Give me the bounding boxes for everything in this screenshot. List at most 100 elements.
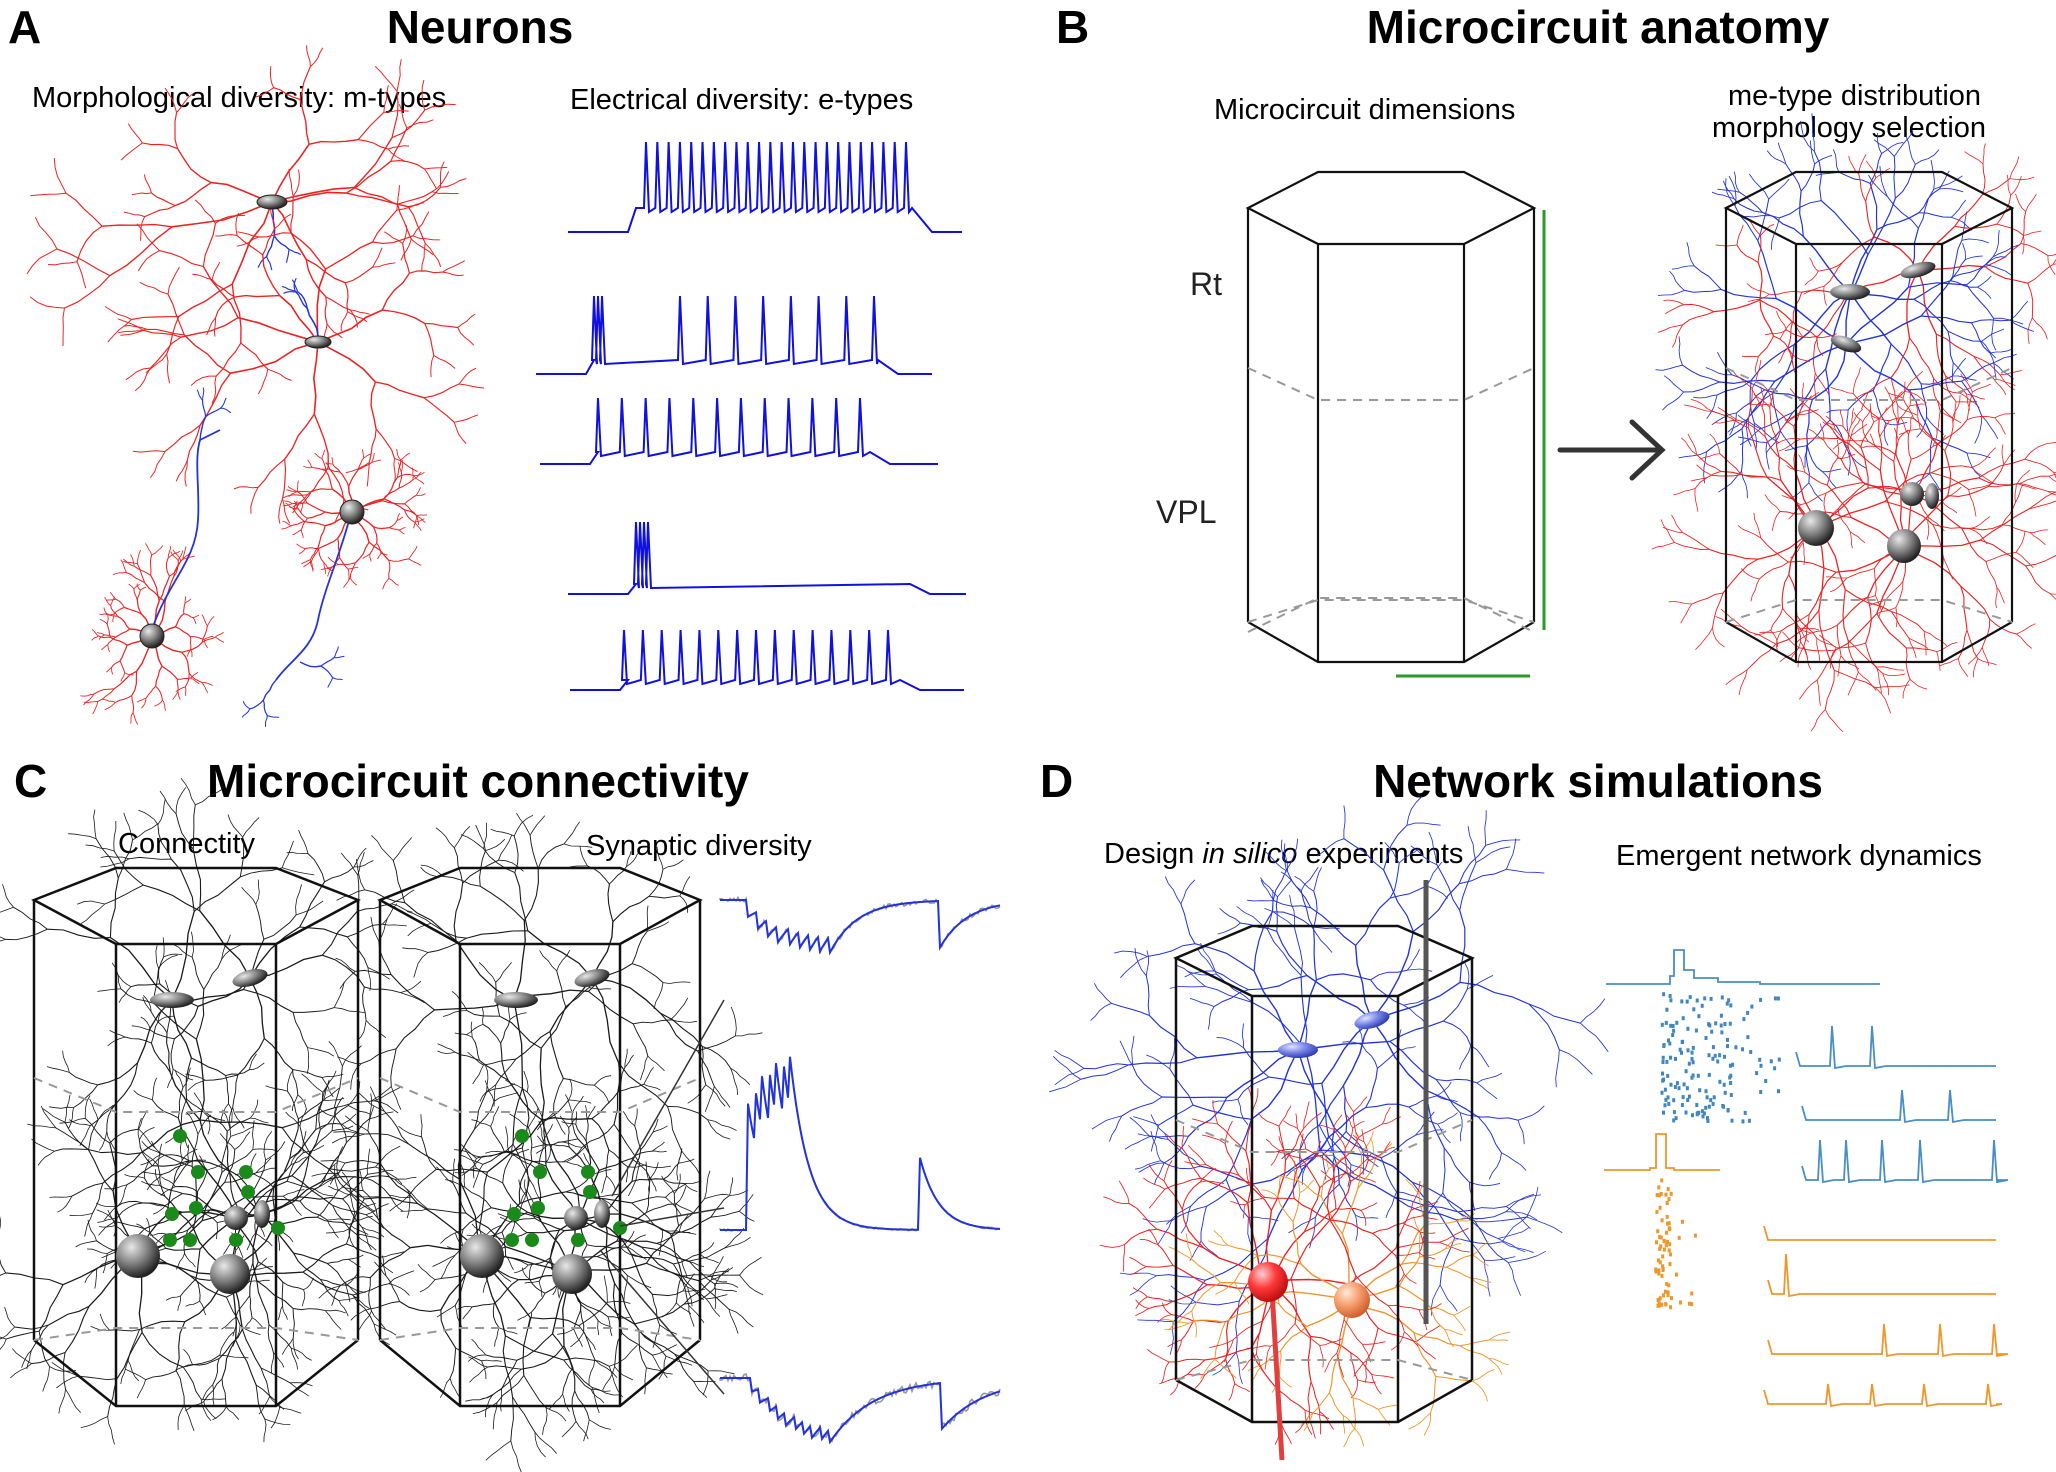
neurite-branch xyxy=(1892,401,1898,424)
neurite-branch xyxy=(684,1183,698,1192)
neurite-branch xyxy=(256,1280,270,1325)
neurite-branch xyxy=(1971,447,1996,468)
neurite-branch xyxy=(1157,1220,1172,1245)
neurite-branch xyxy=(387,148,406,163)
neurite-branch xyxy=(591,1118,610,1151)
raster-spike xyxy=(1663,1087,1667,1092)
neurite-branch xyxy=(1168,1358,1205,1363)
neurite-branch xyxy=(141,1150,159,1166)
neurite-branch xyxy=(486,1119,543,1173)
raster-spike xyxy=(1727,998,1731,1003)
neurite-branch xyxy=(79,903,106,925)
neurite-branch xyxy=(421,1136,437,1170)
raster-spike xyxy=(1693,1233,1697,1238)
neurite-branch xyxy=(1759,561,1789,580)
neurite-branch xyxy=(1991,318,1997,351)
neurite-branch xyxy=(453,422,467,444)
neurite-branch xyxy=(470,1021,473,1038)
neurite-branch xyxy=(687,1287,693,1307)
neurite-branch xyxy=(530,1317,580,1327)
neurite-branch xyxy=(1822,471,1837,489)
neurite-branch xyxy=(396,185,400,211)
raster-spike xyxy=(1714,1021,1718,1026)
neurite-branch xyxy=(481,1388,502,1400)
neurite-branch xyxy=(1872,343,1892,391)
neurite-branch xyxy=(1329,1219,1357,1277)
neurite-branch xyxy=(1472,1380,1488,1402)
neurite-branch xyxy=(362,553,371,560)
neurite-branch xyxy=(1760,386,1764,408)
neurite-branch xyxy=(1164,1132,1183,1149)
neurite-branch xyxy=(605,1149,610,1176)
neurite-branch xyxy=(138,1139,153,1167)
neurite-branch xyxy=(227,814,243,838)
neurite-branch xyxy=(71,1182,103,1197)
neurite-branch xyxy=(125,1368,146,1381)
neurite-branch xyxy=(1164,876,1182,905)
neurite-branch xyxy=(1278,1105,1292,1127)
neurite-branch xyxy=(364,1197,418,1204)
neurite-branch xyxy=(1180,1206,1192,1234)
neurite-branch xyxy=(1357,1160,1376,1190)
raster-spike xyxy=(1687,1094,1691,1099)
raster-spike xyxy=(1696,1073,1700,1078)
neurite-branch xyxy=(232,1107,245,1129)
neurite-branch xyxy=(1132,1065,1163,1098)
neurite-branch xyxy=(665,1183,687,1198)
raster-spike xyxy=(1661,1267,1665,1271)
neurite-branch xyxy=(1875,684,1910,689)
neurite-branch xyxy=(362,1190,378,1219)
neurite-branch xyxy=(472,1402,498,1414)
neurite-branch xyxy=(1505,1206,1531,1230)
raster-spike xyxy=(1665,1007,1669,1012)
neurite-branch xyxy=(651,1141,665,1152)
neurite-branch xyxy=(646,1367,673,1375)
neurite-branch xyxy=(631,1253,674,1265)
raster-spike xyxy=(1655,1193,1659,1198)
neurite-branch xyxy=(1849,531,1853,549)
neurite-branch xyxy=(2025,193,2037,212)
neurite-branch xyxy=(249,1295,253,1318)
neurite-branch xyxy=(646,1182,650,1213)
neurite-branch xyxy=(1410,845,1438,866)
neurite-branch xyxy=(1800,163,1816,192)
neurite-branch xyxy=(1875,167,1891,179)
raster-spike xyxy=(1657,1193,1661,1198)
neurite-branch xyxy=(1205,1237,1269,1281)
neurite-branch xyxy=(93,809,97,839)
neurite-branch xyxy=(158,956,165,984)
neurite-branch xyxy=(1981,619,1991,648)
neurite-branch xyxy=(1973,658,1979,678)
neurite-branch xyxy=(2025,554,2056,567)
neurite-branch xyxy=(432,1254,456,1267)
neurite-branch xyxy=(1157,1314,1172,1323)
neurite-branch xyxy=(515,1031,551,1060)
raster-spike xyxy=(1743,1110,1747,1115)
neurite-branch xyxy=(1947,331,1954,363)
raster-spike xyxy=(1686,1026,1690,1031)
neurite-branch xyxy=(620,1230,635,1248)
neurite-branch xyxy=(1846,568,1875,579)
raster-spike xyxy=(1672,1118,1676,1123)
neurite-branch xyxy=(295,900,324,916)
neurite-branch xyxy=(331,1285,341,1306)
neurite-branch xyxy=(539,950,557,972)
neurite-branch xyxy=(325,470,333,490)
neurite-branch xyxy=(2022,235,2025,255)
neurite-branch xyxy=(1350,1379,1359,1399)
neurite-branch xyxy=(1683,381,1720,393)
neurite-branch xyxy=(1321,1083,1330,1137)
neurite-branch xyxy=(306,45,311,67)
neurite-branch xyxy=(1436,864,1461,911)
neurite-branch xyxy=(1915,149,1940,165)
raster-spike xyxy=(1657,1185,1661,1190)
neurite-branch xyxy=(325,1228,350,1234)
neurite-branch xyxy=(93,688,115,695)
neurite-branch xyxy=(1310,1335,1352,1354)
neurite-branch xyxy=(242,701,251,710)
raster-spike xyxy=(1755,1071,1759,1076)
neurite-branch xyxy=(151,1140,165,1156)
neurite-branch xyxy=(26,248,58,275)
neurite-branch xyxy=(701,1046,707,1085)
neurite-branch xyxy=(396,59,402,92)
